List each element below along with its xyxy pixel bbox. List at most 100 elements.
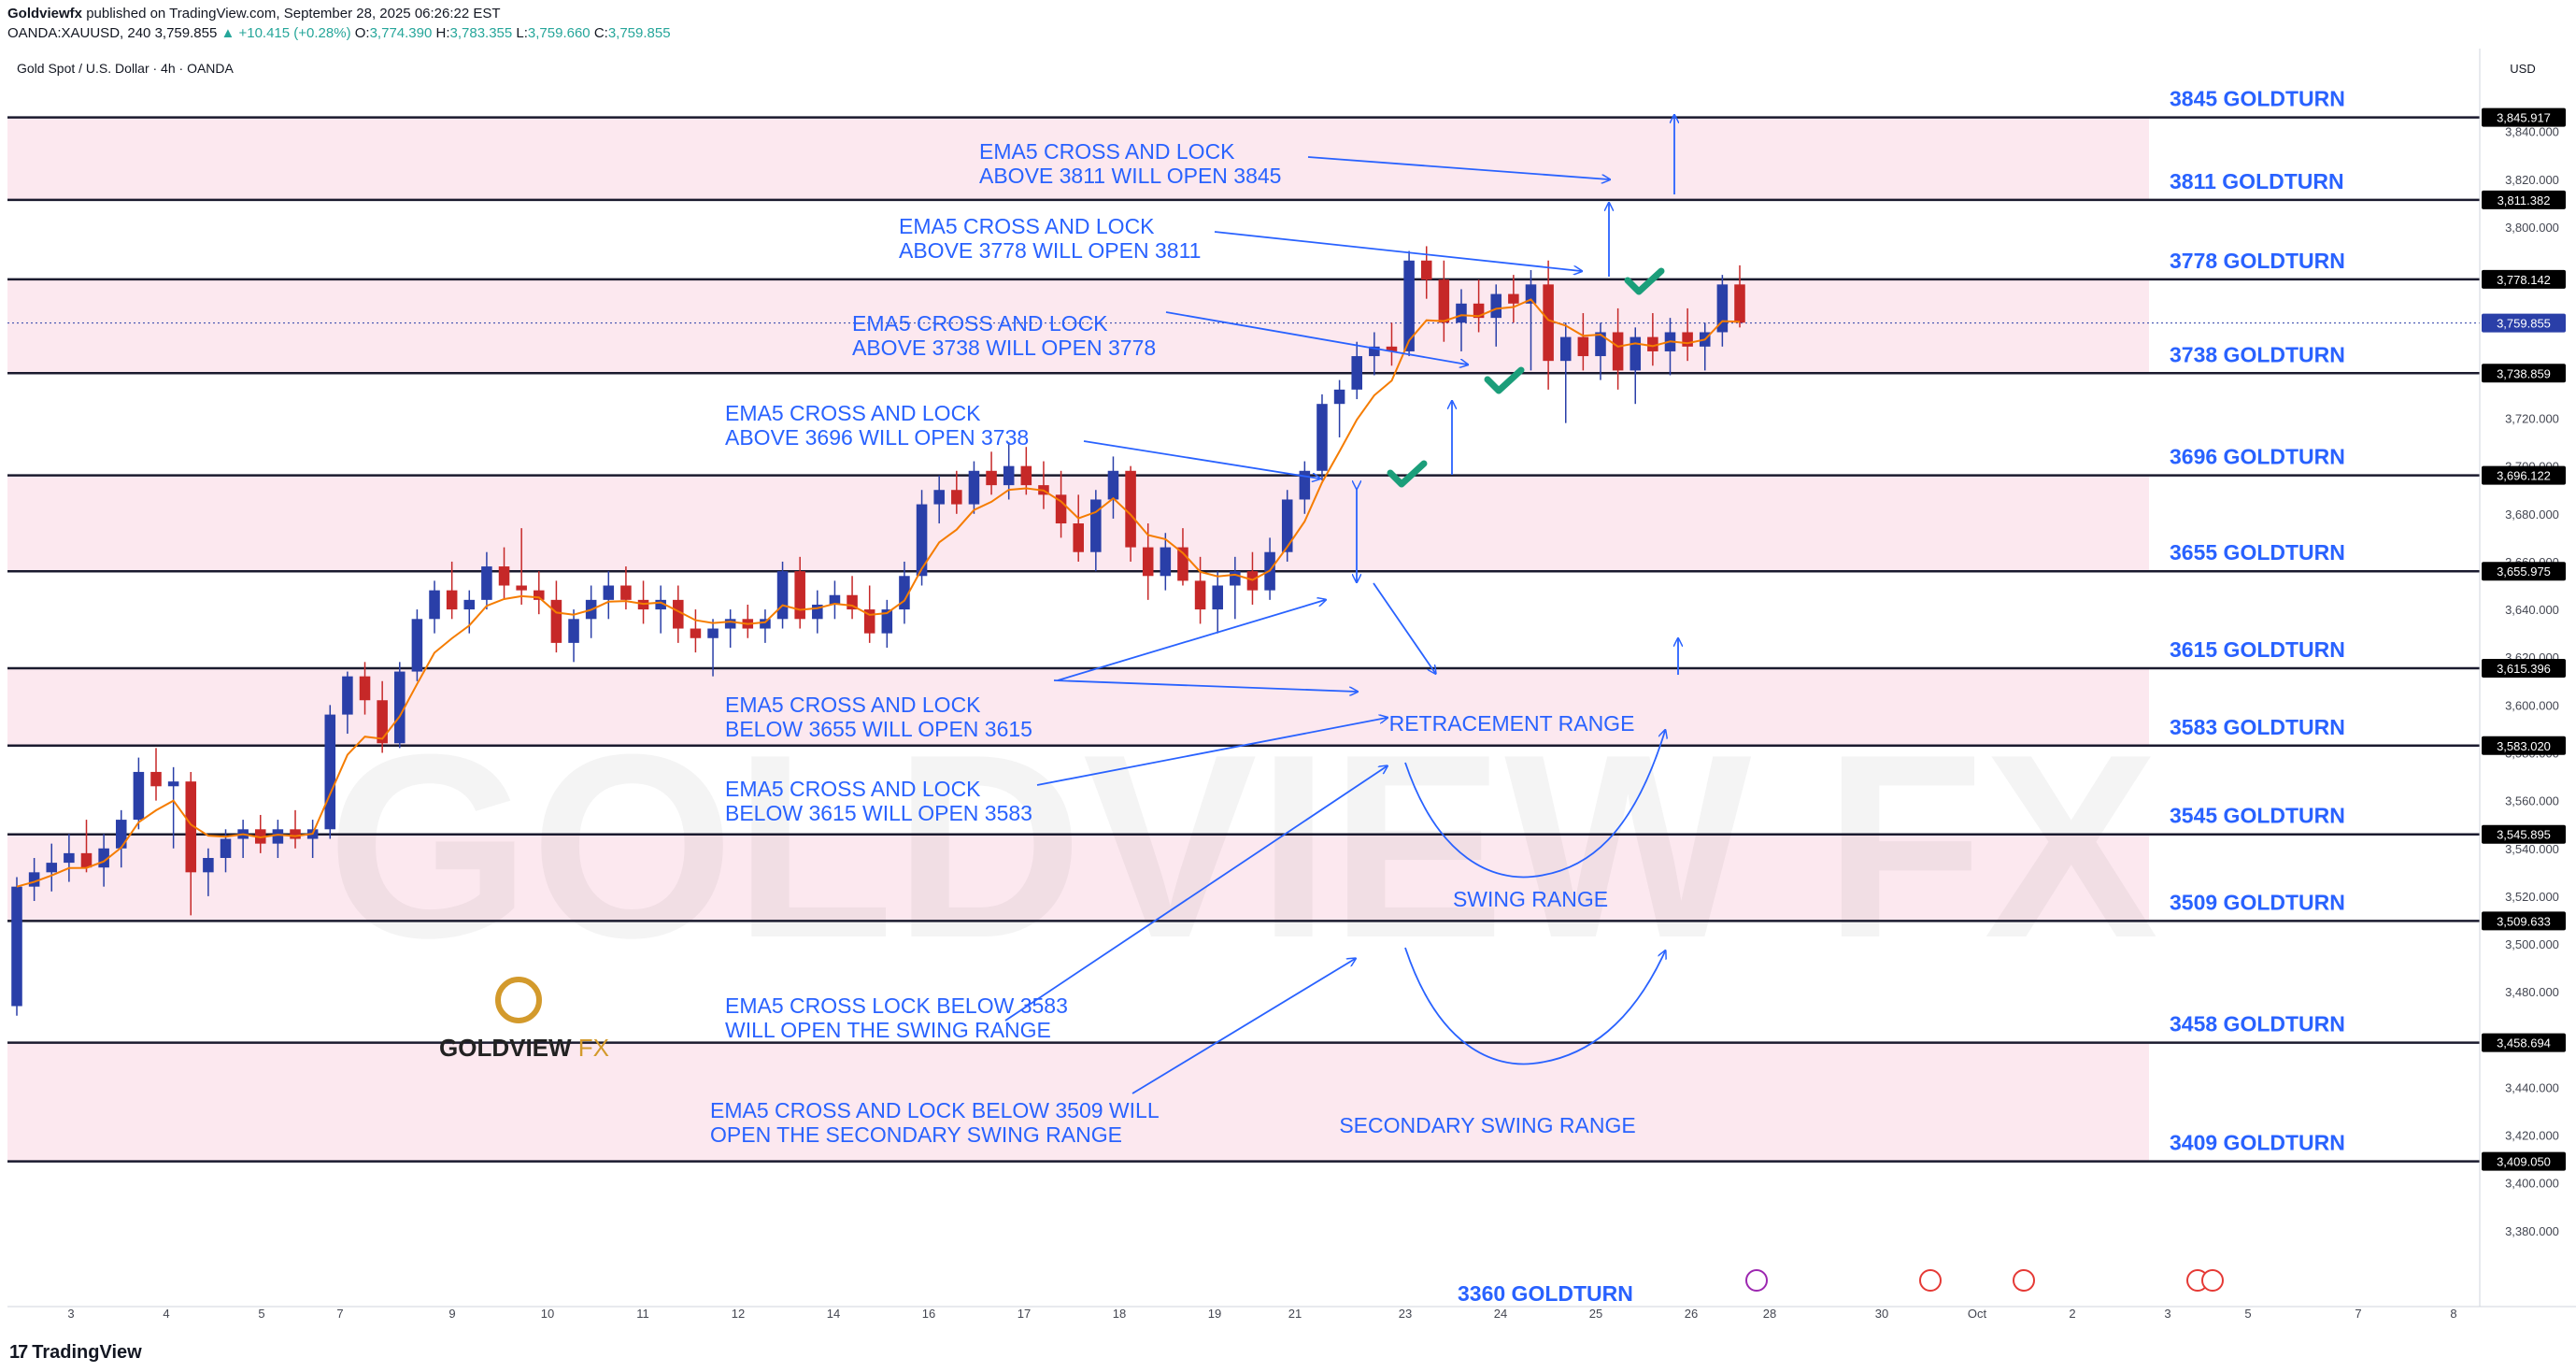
candle-body (1716, 284, 1729, 333)
y-tick-label: 3,800.000 (2505, 221, 2559, 235)
candle-body (534, 590, 545, 600)
swing-curve (1404, 731, 1665, 879)
tradingview-logo[interactable]: 17 TradingView (9, 1342, 142, 1364)
goldturn-label: 3845 GOLDTURN (2170, 87, 2345, 111)
y-tick-label: 3,480.000 (2505, 985, 2559, 999)
goldturn-label: 3409 GOLDTURN (2170, 1131, 2345, 1155)
pointer-arrow (1083, 440, 1319, 479)
open-value: 3,774.390 (369, 25, 433, 41)
candle-body (1612, 332, 1624, 371)
low-label: L: (516, 25, 528, 41)
x-tick-label: 26 (1685, 1307, 1698, 1321)
y-tick-label: 3,540.000 (2505, 842, 2559, 856)
annotation-line-2: ABOVE 3778 WILL OPEN 3811 (899, 238, 1201, 263)
annotation-line-2: OPEN THE SECONDARY SWING RANGE (710, 1122, 1122, 1147)
candle-body (1333, 389, 1345, 405)
y-tick-label: 3,420.000 (2505, 1129, 2559, 1143)
level-price-tag-text: 3,778.142 (2497, 273, 2551, 287)
level-price-tag-text: 3,509.633 (2497, 914, 2551, 928)
candle-body (203, 857, 214, 873)
candle-body (1230, 571, 1241, 586)
high-label: H: (435, 25, 450, 41)
candle-body (863, 609, 875, 634)
candle-body (724, 619, 736, 629)
candle-body (1630, 336, 1642, 371)
close-value: 3,759.855 (607, 25, 671, 41)
candle-body (1543, 284, 1554, 362)
high-value: 3,783.355 (449, 25, 513, 41)
candle-body (80, 852, 93, 868)
range-label: RETRACEMENT RANGE (1389, 711, 1635, 736)
level-price-tag-text: 3,738.859 (2497, 366, 2551, 380)
time-axis[interactable]: 3 4 5 7 9 10 11 12 14 16 17 18 19 21 23 24 25 26 28 30 Oct 2 3… (7, 1306, 2576, 1321)
candle-body (1212, 585, 1223, 610)
goldturn-label: 3778 GOLDTURN (2170, 249, 2345, 273)
goldturn-label: 3811 GOLDTURN (2170, 169, 2344, 193)
chart-header: Goldviewfx published on TradingView.com,… (0, 0, 2576, 49)
candle-body (1090, 499, 1102, 552)
x-tick-label: 4 (163, 1307, 169, 1321)
level-price-tag (2482, 911, 2566, 931)
event-marker-icon (1745, 1269, 1768, 1292)
level-price-tag-text: 3,545.895 (2497, 828, 2551, 842)
range-labels-layer: RETRACEMENT RANGE SWING RANGE SECONDARY SW… (1339, 711, 1635, 1137)
currency-label: USD (2510, 62, 2535, 76)
candle-body (1473, 303, 1485, 319)
candle-body (498, 566, 510, 586)
x-tick-label: 16 (922, 1307, 935, 1321)
x-tick-label: 19 (1208, 1307, 1221, 1321)
annotation-line-1: EMA5 CROSS AND LOCK (725, 777, 981, 801)
y-tick-label: 3,840.000 (2505, 125, 2559, 139)
goldturn-label: 3615 GOLDTURN (2170, 637, 2345, 662)
x-tick-label: 7 (2355, 1307, 2361, 1321)
candle-body (1369, 346, 1380, 357)
pointer-arrow (1004, 766, 1387, 1022)
candle-body (881, 609, 893, 634)
last-price-tag (2482, 313, 2566, 333)
checkmark-icon (1387, 460, 1428, 488)
last-price: 3,759.855 (154, 25, 218, 41)
x-tick-label: 5 (258, 1307, 264, 1321)
candle-body (1386, 346, 1398, 351)
goldturn-label: 3458 GOLDTURN (2170, 1012, 2345, 1036)
level-price-tag (2482, 269, 2566, 289)
range-label: SWING RANGE (1453, 887, 1608, 911)
pane-title: Gold Spot / U.S. Dollar · 4h · OANDA (17, 61, 235, 76)
price-axis[interactable]: 3,840.0003,820.0003,800.0003,780.0003,76… (2479, 49, 2566, 1307)
goldturn-label: 3655 GOLDTURN (2170, 540, 2345, 565)
x-tick-label: 28 (1763, 1307, 1776, 1321)
candle-body (1420, 260, 1432, 280)
candle-body (1194, 580, 1206, 610)
candle-body (1020, 465, 1032, 486)
candle-body (1177, 547, 1188, 581)
x-tick-label: 2 (2069, 1307, 2075, 1321)
candle-body (1734, 284, 1745, 323)
publisher-name[interactable]: Goldviewfx (7, 6, 83, 21)
x-tick-label: 11 (636, 1307, 649, 1321)
annotation-line-1: EMA5 CROSS AND LOCK (852, 311, 1108, 336)
ohlc-legend: OANDA:XAUUSD, 240 3,759.855 ▲ +10.415 (+… (7, 25, 671, 41)
y-tick-label: 3,720.000 (2505, 412, 2559, 426)
goldturn-label: 3696 GOLDTURN (2170, 445, 2345, 469)
level-price-tag (2482, 465, 2566, 485)
symbol-label[interactable]: OANDA:XAUUSD, 240 (7, 25, 151, 41)
pointer-arrow (1057, 600, 1325, 681)
candle-body (446, 590, 458, 610)
zone-band (7, 279, 2149, 374)
candle-body (516, 585, 527, 591)
y-tick-label: 3,440.000 (2505, 1080, 2559, 1094)
candle-body (1508, 293, 1519, 304)
level-price-tag (2482, 1033, 2566, 1052)
candle-body (1003, 465, 1015, 486)
candle-body (115, 820, 127, 849)
candle-body (11, 886, 22, 1007)
y-tick-label: 3,500.000 (2505, 937, 2559, 951)
candle-body (133, 771, 145, 821)
partial-goldturn-label: 3360 GOLDTURN (1458, 1281, 1633, 1306)
range-label: SECONDARY SWING RANGE (1339, 1113, 1635, 1137)
candle-body (847, 594, 858, 610)
candle-body (550, 599, 562, 643)
candle-body (1125, 470, 1136, 548)
x-tick-label: 24 (1494, 1307, 1507, 1321)
